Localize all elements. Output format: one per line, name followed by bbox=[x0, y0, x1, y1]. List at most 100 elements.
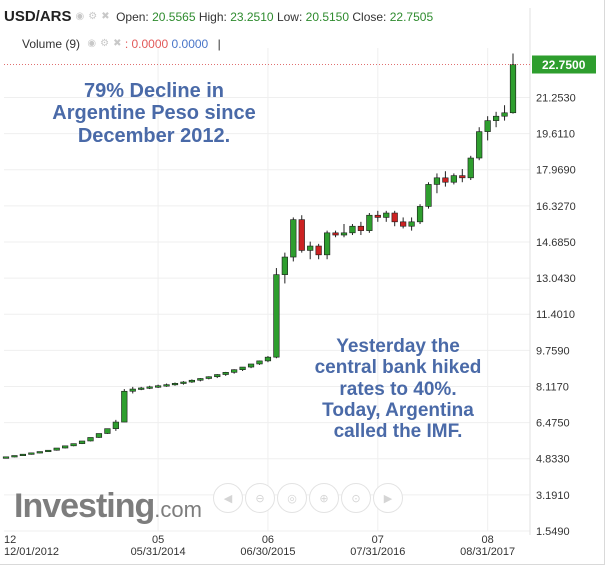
candle bbox=[298, 215, 305, 253]
candle-body bbox=[323, 232, 331, 256]
candle-body bbox=[307, 245, 314, 251]
candle bbox=[450, 173, 457, 185]
candle bbox=[425, 182, 432, 209]
x-tick-major: 07 bbox=[372, 534, 384, 546]
candle-body bbox=[155, 385, 162, 388]
imf-annotation: Yesterday the central bank hiked rates t… bbox=[290, 336, 506, 442]
y-tick-label: 4.8330 bbox=[536, 454, 570, 466]
candle bbox=[366, 213, 373, 233]
candle-body bbox=[290, 219, 297, 258]
candle-body bbox=[425, 184, 432, 207]
candle bbox=[239, 366, 246, 372]
close-icon[interactable]: ✖ bbox=[101, 11, 110, 22]
candle bbox=[188, 379, 196, 383]
candle-body bbox=[273, 274, 280, 358]
candle-body bbox=[467, 157, 474, 179]
candle bbox=[433, 173, 441, 194]
imf-line-4: Today, Argentina bbox=[322, 399, 474, 421]
zoom-fit-icon[interactable]: ⊙ bbox=[341, 483, 371, 513]
x-tick-minor: 08/31/2017 bbox=[460, 546, 515, 558]
open-value: 20.5565 bbox=[152, 10, 196, 24]
candle-body bbox=[459, 175, 466, 179]
candle-body bbox=[62, 445, 69, 449]
candle-body bbox=[222, 372, 229, 375]
y-tick-label: 1.5490 bbox=[536, 526, 570, 538]
logo-brand: Investing bbox=[14, 487, 155, 525]
candle-body bbox=[28, 452, 35, 455]
candle bbox=[332, 230, 339, 238]
volume-settings-icon[interactable]: ⚙ bbox=[100, 38, 110, 49]
x-tick-minor: 05/31/2014 bbox=[131, 546, 186, 558]
logo-suffix: .com bbox=[154, 497, 202, 522]
candle bbox=[171, 382, 179, 386]
settings-icon[interactable]: ⚙ bbox=[88, 11, 98, 22]
zoom-out-icon[interactable]: ⊖ bbox=[245, 483, 275, 513]
y-tick-label: 11.4010 bbox=[536, 309, 575, 321]
volume-row: Volume (9) ◉ ⚙ ✖ : 0.0000 0.0000 | bbox=[22, 37, 221, 51]
imf-line-1: Yesterday the bbox=[336, 336, 460, 357]
candle-body bbox=[247, 363, 255, 368]
scroll-right-icon[interactable]: ▶ bbox=[373, 483, 403, 513]
candle bbox=[70, 443, 77, 447]
close-value: 22.7505 bbox=[389, 10, 434, 24]
candle bbox=[442, 171, 449, 187]
y-tick-label: 9.7590 bbox=[536, 345, 570, 357]
candle bbox=[53, 447, 60, 451]
volume-close-icon[interactable]: ✖ bbox=[113, 38, 122, 49]
candle-body bbox=[146, 386, 153, 389]
candle-body bbox=[442, 177, 449, 183]
candle bbox=[129, 386, 136, 394]
candle-body bbox=[171, 383, 179, 386]
volume-eye-icon[interactable]: ◉ bbox=[87, 38, 97, 49]
candle bbox=[155, 384, 162, 388]
candle bbox=[357, 221, 365, 236]
candle bbox=[273, 268, 280, 359]
candle bbox=[146, 385, 153, 390]
candle bbox=[19, 453, 27, 456]
candle-body bbox=[19, 453, 27, 456]
candle-body bbox=[340, 232, 348, 236]
candle bbox=[492, 111, 500, 128]
candle-body bbox=[95, 433, 103, 438]
candle bbox=[467, 155, 474, 181]
candle bbox=[484, 116, 491, 141]
candle-body bbox=[391, 212, 398, 223]
candle bbox=[197, 378, 204, 382]
imf-line-5: called the IMF. bbox=[333, 421, 463, 443]
candle-body bbox=[78, 440, 86, 444]
x-tick-major: 05 bbox=[152, 534, 164, 546]
candle-body bbox=[492, 115, 500, 121]
candle bbox=[315, 243, 322, 260]
candle bbox=[78, 440, 86, 445]
candle-body bbox=[2, 456, 10, 459]
candle-body bbox=[239, 366, 246, 370]
eye-icon[interactable]: ◉ bbox=[75, 11, 85, 22]
imf-line-3: rates to 40%. bbox=[339, 378, 457, 400]
candle bbox=[205, 376, 212, 380]
scroll-left-icon[interactable]: ◀ bbox=[213, 483, 243, 513]
candle-body bbox=[197, 378, 204, 381]
y-tick-label: 3.1910 bbox=[536, 490, 570, 502]
y-tick-label: 17.9690 bbox=[536, 165, 576, 177]
candle-body bbox=[121, 390, 128, 423]
high-value: 23.2510 bbox=[230, 10, 274, 24]
x-tick-major: 06 bbox=[262, 534, 274, 546]
last-price-badge bbox=[532, 55, 596, 74]
y-tick-label: 19.6110 bbox=[536, 129, 575, 141]
candle bbox=[247, 363, 255, 369]
candle-body bbox=[416, 206, 424, 223]
y-axis: 1.5490 3.1910 4.8330 6.4750 8.1170 9.7590 11.4… bbox=[536, 92, 576, 538]
candle bbox=[231, 369, 238, 374]
investing-logo: Investing.com bbox=[14, 487, 202, 526]
candle-body bbox=[315, 245, 322, 256]
ohlc-readout: Open: 20.5565 High: 23.2510 Low: 20.5150… bbox=[116, 10, 433, 24]
candle bbox=[11, 455, 18, 458]
zoom-reset-icon[interactable]: ◎ bbox=[277, 483, 307, 513]
zoom-in-icon[interactable]: ⊕ bbox=[309, 483, 339, 513]
candle bbox=[62, 445, 69, 449]
candle-body bbox=[400, 221, 407, 227]
symbol-title: USD/ARS bbox=[4, 8, 72, 25]
candle bbox=[501, 105, 508, 121]
